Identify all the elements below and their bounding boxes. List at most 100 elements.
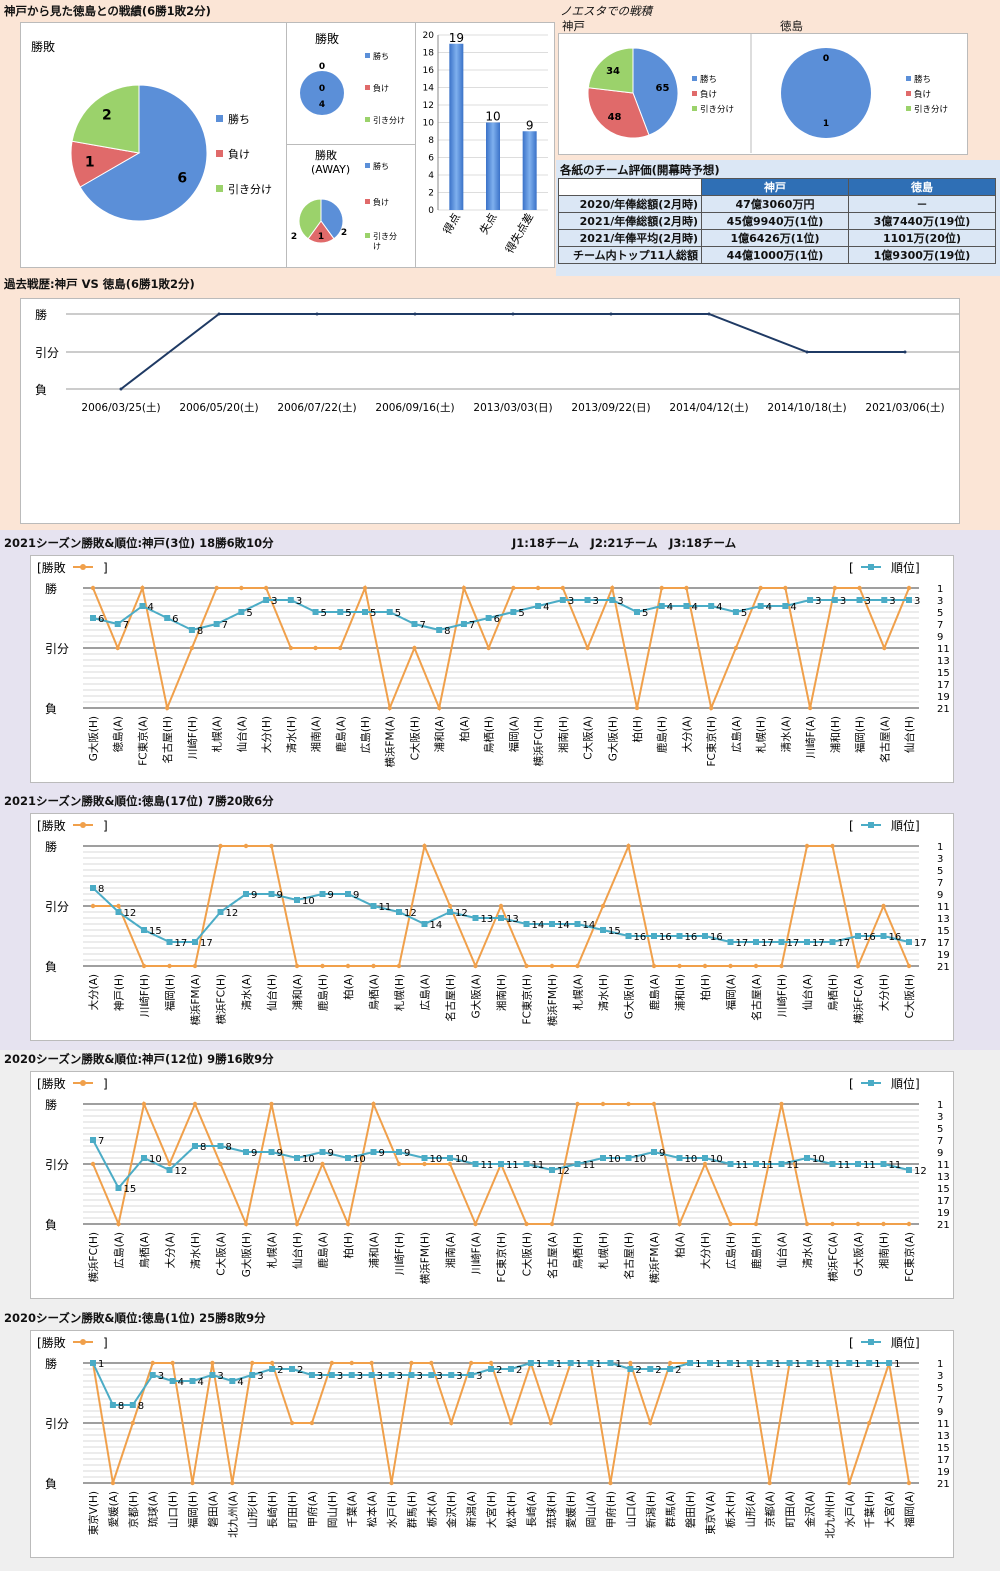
pie-value-label: 1 (318, 232, 324, 242)
rank-point (702, 933, 708, 939)
evaluation-header-row: 神戸 徳島 (558, 178, 996, 196)
bar-value-label: 10 (485, 110, 500, 124)
rank-point (507, 1366, 514, 1372)
rank-point (348, 1372, 355, 1378)
result-legend-marker (80, 564, 86, 570)
result-point (309, 1420, 315, 1426)
rank-point (294, 1155, 300, 1161)
rank-tick-label: 13 (937, 1431, 950, 1442)
rank-point (447, 1155, 453, 1161)
match-label: 広島(A) (730, 716, 743, 752)
match-label: 横浜FC(H) (87, 1232, 100, 1282)
result-point (110, 1480, 116, 1486)
result-point (329, 1360, 335, 1366)
pie-value-label: 1 (85, 154, 95, 170)
pie-value-label: 0 (319, 84, 325, 94)
rank-value-label: 16 (685, 932, 698, 943)
result-point (667, 1360, 673, 1366)
rank-tick-label: 19 (937, 950, 950, 961)
rank-point (149, 1372, 156, 1378)
rank-value-label: 9 (277, 890, 283, 901)
match-label: 東京V(A) (704, 1491, 717, 1535)
history-date-label: 2006/03/25(土) (81, 401, 160, 414)
result-point (807, 705, 813, 711)
match-label: 金沢(A) (803, 1491, 816, 1527)
rank-value-label: 5 (246, 608, 252, 619)
rank-value-label: 17 (914, 938, 927, 949)
result-point (429, 1360, 434, 1366)
result-point (906, 1221, 912, 1227)
bar (449, 43, 464, 210)
rank-point (510, 609, 517, 615)
result-legend-marker (80, 1339, 86, 1345)
result-point (371, 963, 376, 969)
rank-value-label: 3 (397, 1371, 403, 1382)
match-label: 仙台(H) (266, 974, 279, 1011)
result-point (422, 843, 427, 849)
rank-value-label: 7 (419, 620, 425, 631)
rank-value-label: 17 (838, 938, 851, 949)
evaluation-header-kobe: 神戸 (701, 178, 849, 196)
away-legend-loss: 負け (373, 197, 389, 207)
rank-tick-label: 13 (937, 1172, 950, 1183)
evaluation-table: 神戸 徳島 2020/年俸総額(2月時) 47億3060万円－ 2021/年俸総額… (558, 178, 996, 264)
rank-point (396, 1149, 402, 1155)
result-point (164, 705, 170, 711)
match-label: 柏(A) (342, 974, 355, 1000)
rank-point (732, 609, 739, 615)
season4-title: 2020シーズン勝敗&順位:徳島(1位) 25勝8敗9分 (4, 1311, 266, 1325)
pie-all-panel: 勝敗 6 1 2 勝ち 負け 引き分け (20, 22, 288, 268)
result-point (389, 1480, 394, 1486)
rank-point (567, 1360, 574, 1366)
result-point (767, 1480, 772, 1486)
result-point (575, 963, 580, 969)
rank-value-label: 11 (736, 1160, 749, 1171)
rank-point (249, 1372, 256, 1378)
rank-point (129, 1402, 136, 1408)
match-label: G大阪(H) (623, 974, 636, 1019)
noesta-kobe-label: 神戸 (562, 19, 585, 33)
rank-value-label: 2 (496, 1365, 502, 1376)
rank-value-label: 4 (667, 602, 673, 613)
rank-value-label: 1 (854, 1359, 860, 1370)
result-point (866, 1420, 872, 1426)
rank-value-label: 4 (716, 602, 722, 613)
rank-value-label: 10 (812, 1154, 825, 1165)
rank-tick-label: 15 (937, 1443, 950, 1454)
result-point (214, 585, 219, 591)
rank-point (308, 1372, 315, 1378)
rank-tick-label: 21 (937, 962, 950, 973)
result-point (422, 1161, 427, 1167)
match-label: 長崎(A) (525, 1491, 538, 1527)
rank-point (683, 603, 690, 609)
rank-value-label: 8 (197, 626, 203, 637)
result-point (250, 1360, 255, 1366)
pie-home-panel: 勝敗 4 0 0 勝ち 負け 引き分け (286, 22, 417, 146)
rank-value-label: 5 (642, 608, 648, 619)
result-point (508, 1420, 514, 1426)
bar-tick-label: 6 (428, 154, 434, 164)
rank-value-label: 9 (328, 1148, 334, 1159)
rank-value-label: 3 (337, 1371, 343, 1382)
rank-value-label: 3 (158, 1371, 164, 1382)
rank-value-label: 4 (790, 602, 796, 613)
pie-away-chart: 勝敗(AWAY) 2 1 2 勝ち 負け 引き分け (291, 148, 397, 251)
rank-point (880, 933, 887, 939)
rank-value-label: 12 (455, 908, 468, 919)
match-label: FC東京(H) (495, 1232, 508, 1282)
pie-all-chart: 勝敗 6 1 2 勝ち 負け 引き分け (31, 39, 272, 222)
match-label: 町田(H) (287, 1491, 299, 1528)
nt-legend-loss: 負け (914, 89, 931, 100)
result-point (702, 963, 708, 969)
rank-value-label: 4 (766, 602, 772, 613)
rank-value-label: 10 (149, 1154, 162, 1165)
rank-value-label: 12 (404, 908, 417, 919)
rank-point (667, 1366, 674, 1372)
legend-loss: 負け (228, 148, 250, 161)
match-label: 札幌(H) (597, 1232, 610, 1269)
match-label: G大阪(A) (470, 974, 483, 1019)
rank-point (166, 1167, 173, 1173)
rank-point (574, 921, 581, 927)
rank-point (90, 1137, 96, 1143)
